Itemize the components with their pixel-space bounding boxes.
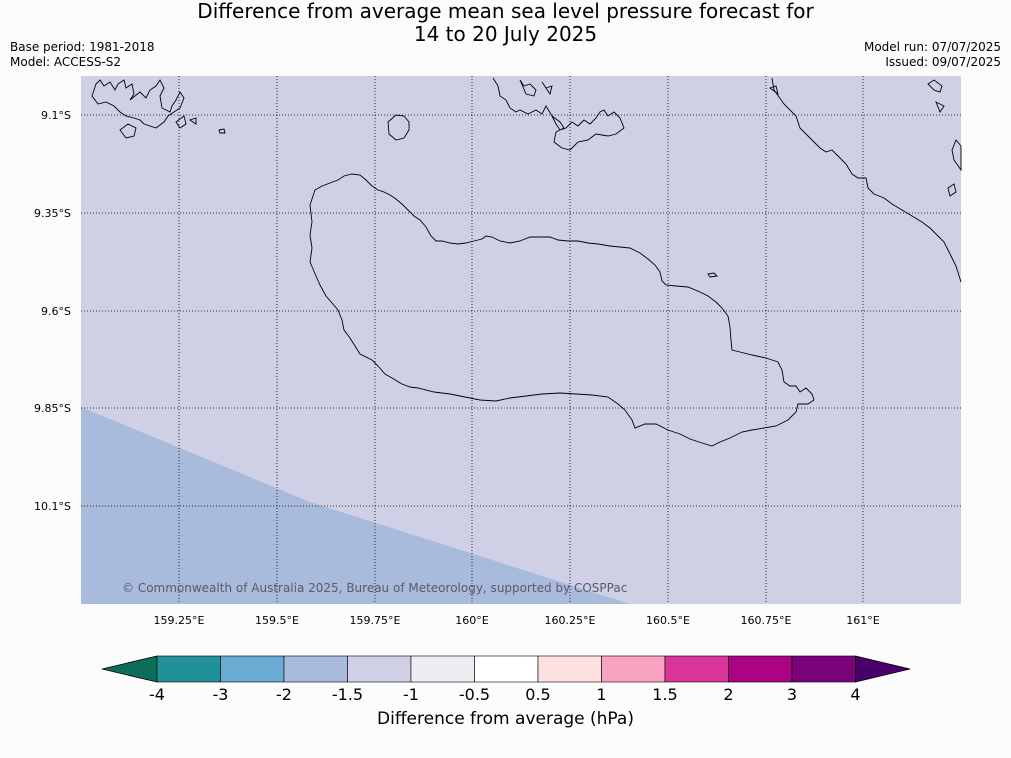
coastline-islet-2 — [218, 128, 226, 134]
longitude-label: 159.75°E — [350, 614, 401, 627]
colorbar-tick-label: 0.5 — [525, 685, 550, 704]
colorbar-tick-label: -2 — [276, 685, 292, 704]
latitude-label: 9.1°S — [41, 109, 71, 122]
colorbar-tick-label: -0.5 — [459, 685, 490, 704]
coastline-northeast-3 — [935, 101, 945, 113]
colorbar-tick-label: 2 — [723, 685, 733, 704]
colorbar-bin — [220, 655, 285, 683]
colorbar-tick-label: -1 — [403, 685, 419, 704]
title-line-2: 14 to 20 July 2025 — [413, 22, 598, 46]
base-period: Base period: 1981-2018 — [10, 40, 155, 54]
coastline-north — [492, 77, 625, 151]
colorbar-tick-label: 3 — [787, 685, 797, 704]
anomaly-region-southwest — [81, 407, 630, 604]
colorbar-bin — [283, 655, 348, 683]
title-line-1: Difference from average mean sea level p… — [197, 0, 814, 23]
coastline-north-3 — [541, 81, 553, 96]
coastline-northwest-isle-2 — [175, 115, 187, 129]
longitude-label: 161°E — [846, 614, 879, 627]
colorbar-tick-label: 1.5 — [652, 685, 677, 704]
coastlines — [91, 77, 962, 447]
colorbar-extend-max — [855, 655, 911, 683]
coastline-northeast-6 — [769, 85, 779, 96]
longitude-labels: 159.25°E 159.5°E 159.75°E 160°E 160.25°E 160.… — [154, 614, 880, 627]
colorbar-bin — [156, 655, 221, 683]
longitude-label: 160.5°E — [646, 614, 690, 627]
coastline-northeast-5 — [947, 183, 957, 197]
map-panel: © Commonwealth of Australia 2025, Bureau… — [81, 76, 962, 604]
coastline-northeast-2 — [927, 79, 943, 93]
colorbar: -4 -3 -2 -1.5 -1 -0.5 0.5 1 1.5 2 3 4 — [101, 655, 911, 704]
colorbar-tick-label: -4 — [149, 685, 165, 704]
coastline-northwest — [91, 79, 185, 129]
latitude-label: 9.85°S — [34, 402, 71, 415]
longitude-label: 160.75°E — [741, 614, 792, 627]
latitude-label: 10.1°S — [34, 500, 71, 513]
colorbar-bin — [347, 655, 412, 683]
model-run: Model run: 07/07/2025 — [863, 40, 1001, 54]
model-name: Model: ACCESS-S2 — [10, 55, 122, 69]
coastline-northwest-isle-3 — [188, 117, 197, 125]
colorbar-extend-min — [101, 655, 158, 683]
colorbar-bin — [601, 655, 666, 683]
gridlines — [81, 76, 961, 604]
colorbar-bin — [474, 655, 539, 683]
colorbar-bin — [537, 655, 602, 683]
latitude-labels: 9.1°S 9.35°S 9.6°S 9.85°S 10.1°S — [34, 109, 71, 513]
longitude-label: 160.25°E — [545, 614, 596, 627]
coastline-islet — [707, 272, 718, 278]
coastline-northeast — [771, 77, 962, 283]
colorbar-bin — [664, 655, 729, 683]
latitude-label: 9.35°S — [34, 207, 71, 220]
copyright-notice: © Commonwealth of Australia 2025, Bureau… — [122, 581, 627, 595]
longitude-label: 159.5°E — [255, 614, 299, 627]
latitude-label: 9.6°S — [41, 305, 71, 318]
coastline-small-island — [387, 114, 410, 141]
coastline-main-island — [309, 173, 815, 447]
colorbar-tick-label: -3 — [213, 685, 229, 704]
coastline-north-2 — [519, 79, 537, 97]
longitude-label: 159.25°E — [154, 614, 205, 627]
colorbar-bin — [410, 655, 475, 683]
colorbar-label: Difference from average (hPa) — [377, 709, 634, 729]
coastline-northwest-isle — [119, 123, 137, 139]
issued-date: Issued: 09/07/2025 — [885, 55, 1001, 69]
longitude-label: 160°E — [455, 614, 488, 627]
meta-right: Model run: 07/07/2025 Issued: 09/07/2025 — [864, 40, 1001, 70]
colorbar-bin — [728, 655, 793, 683]
chart-title: Difference from average mean sea level p… — [0, 0, 1011, 46]
colorbar-tick-label: 1 — [596, 685, 606, 704]
colorbar-tick-label: 4 — [850, 685, 860, 704]
meta-left: Base period: 1981-2018 Model: ACCESS-S2 — [10, 40, 155, 70]
colorbar-tick-label: -1.5 — [332, 685, 363, 704]
colorbar-bin — [791, 655, 856, 683]
coastline-northeast-4 — [951, 139, 962, 172]
